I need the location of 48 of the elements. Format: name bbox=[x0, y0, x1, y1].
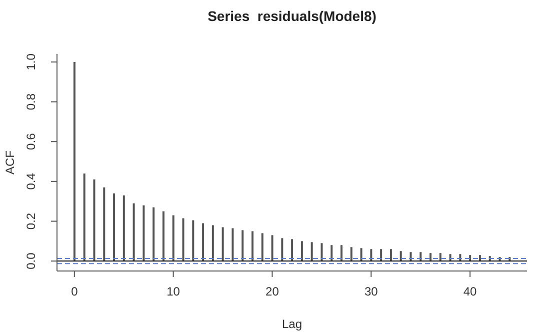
bar bbox=[310, 242, 313, 262]
x-tick-label: 0 bbox=[71, 284, 78, 299]
bar bbox=[478, 255, 481, 262]
x-tick-label: 30 bbox=[364, 284, 378, 299]
bar bbox=[360, 248, 362, 262]
bar bbox=[132, 203, 135, 262]
bar bbox=[122, 195, 125, 262]
x-tick-label: 20 bbox=[266, 284, 280, 299]
bar bbox=[340, 245, 343, 262]
bar bbox=[93, 179, 96, 262]
y-tick-label: 0.4 bbox=[24, 172, 38, 190]
y-tick-label: 0.6 bbox=[24, 132, 38, 150]
bar bbox=[103, 187, 106, 262]
bar bbox=[232, 228, 234, 262]
bar bbox=[291, 239, 294, 262]
bar bbox=[320, 243, 323, 262]
bar bbox=[300, 241, 303, 262]
bar bbox=[251, 231, 254, 262]
bar bbox=[162, 211, 164, 262]
bar bbox=[330, 245, 333, 262]
y-tick-label: 0.0 bbox=[24, 252, 38, 270]
bar bbox=[430, 253, 432, 262]
bar bbox=[73, 62, 76, 262]
bar bbox=[172, 215, 174, 262]
bar bbox=[152, 207, 155, 262]
bar bbox=[182, 218, 184, 262]
x-axis-title: Lag bbox=[282, 317, 302, 331]
chart-title: Series residuals(Model8) bbox=[206, 8, 378, 24]
bar bbox=[142, 205, 145, 262]
bar bbox=[212, 225, 214, 262]
y-axis-title: ACF bbox=[3, 150, 17, 174]
bar bbox=[439, 253, 442, 262]
bar bbox=[192, 220, 194, 262]
x-tick-label: 40 bbox=[463, 284, 478, 299]
y-tick-label: 1.0 bbox=[24, 53, 38, 70]
bar bbox=[350, 247, 352, 262]
bar bbox=[113, 193, 116, 262]
bar bbox=[242, 230, 244, 262]
bar bbox=[390, 249, 392, 262]
bar bbox=[281, 238, 284, 262]
bar bbox=[83, 173, 86, 262]
bar bbox=[271, 235, 274, 262]
bar bbox=[202, 223, 204, 262]
x-tick-label: 10 bbox=[166, 284, 180, 299]
y-tick-label: 0.2 bbox=[24, 212, 38, 230]
y-tick-label: 0.8 bbox=[24, 93, 38, 110]
bar bbox=[261, 233, 264, 262]
bar bbox=[222, 227, 224, 262]
